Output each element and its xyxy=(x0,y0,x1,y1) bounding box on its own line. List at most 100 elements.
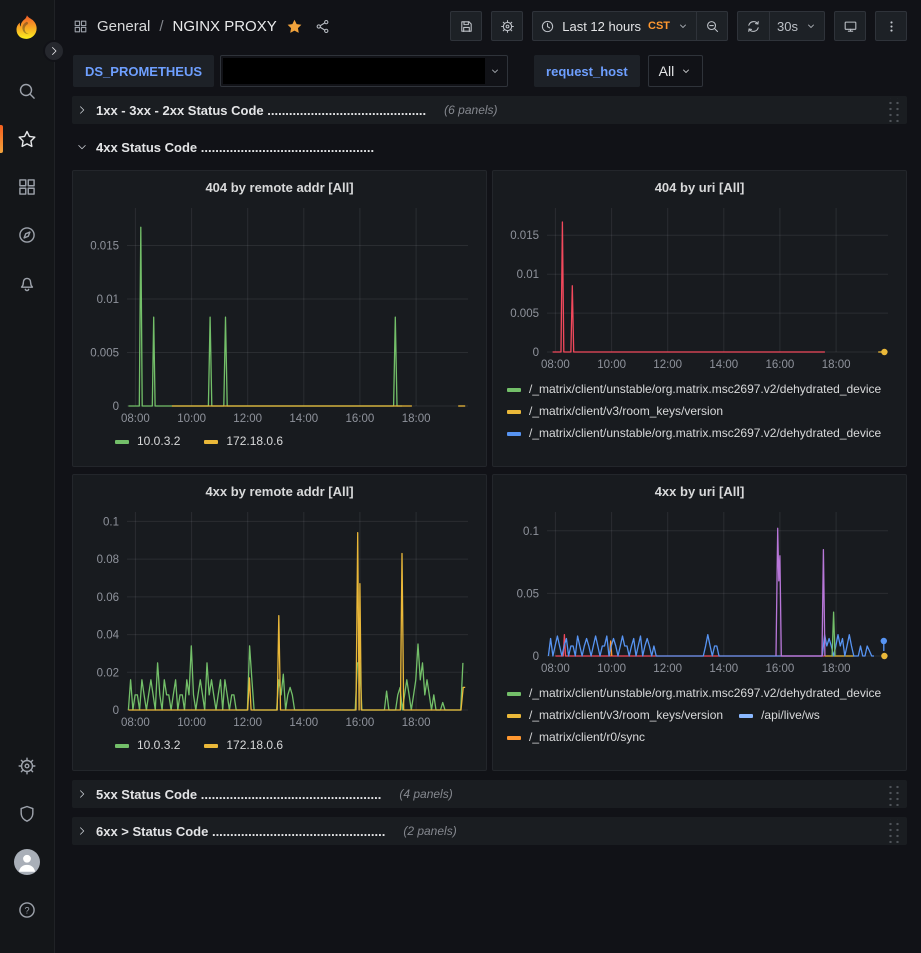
cycle-view-mode-button[interactable] xyxy=(834,11,866,41)
panel-title[interactable]: 4xx by uri [All] xyxy=(654,484,745,499)
timeseries-chart[interactable]: 0 0.005 0.01 0.015 08:00 10:00 12:00 14:00 16:00… xyxy=(501,196,898,374)
legend-item[interactable]: 172.18.0.6 xyxy=(204,736,283,755)
row-drag-handle[interactable] xyxy=(886,98,901,122)
row-title: 6xx > Status Code ......................… xyxy=(96,823,386,839)
row-title: 5xx Status Code ........................… xyxy=(96,786,382,802)
row-panel-count: (6 panels) xyxy=(444,103,498,117)
legend-item[interactable]: /_matrix/client/unstable/org.matrix.msc2… xyxy=(507,380,881,399)
panel-4xx-by-uri[interactable]: 4xx by uri [All] 0 0.05 0.1 08:00 10:00 12:00… xyxy=(492,474,907,771)
legend-item[interactable]: /api/live/ws xyxy=(739,706,820,725)
sidebar: ? xyxy=(0,0,65,953)
sidebar-expand-button[interactable] xyxy=(43,40,65,62)
svg-text:12:00: 12:00 xyxy=(233,717,262,729)
grafana-logo[interactable] xyxy=(0,12,55,42)
legend-item[interactable]: /_matrix/client/unstable/org.matrix.msc2… xyxy=(507,424,881,443)
clock-icon xyxy=(542,20,554,32)
main-area: General / NGINX PROXY xyxy=(55,0,921,953)
row-4xx[interactable]: 4xx Status Code ........................… xyxy=(72,133,907,161)
datasource-select[interactable] xyxy=(220,55,509,87)
legend-item[interactable]: /_matrix/client/v3/room_keys/version xyxy=(507,402,723,421)
chevron-down-icon xyxy=(76,141,88,153)
panel-legend: 10.0.3.2 172.18.0.6 xyxy=(81,428,478,451)
sidebar-item-server-admin[interactable] xyxy=(0,799,55,829)
favorite-star-icon[interactable] xyxy=(286,18,303,35)
breadcrumb-divider: / xyxy=(159,17,164,35)
row-5xx[interactable]: 5xx Status Code ........................… xyxy=(72,780,907,808)
dashboards-grid-icon[interactable] xyxy=(73,19,88,34)
legend-item[interactable]: /_matrix/client/unstable/org.matrix.msc2… xyxy=(507,750,881,752)
legend-item[interactable]: 172.18.0.6 xyxy=(204,432,283,451)
svg-text:0.005: 0.005 xyxy=(510,308,539,320)
svg-text:10:00: 10:00 xyxy=(177,717,206,729)
svg-text:0: 0 xyxy=(533,651,539,663)
timezone-label: CST xyxy=(648,20,671,32)
legend-item[interactable]: /sw.js xyxy=(739,446,790,448)
share-icon[interactable] xyxy=(315,19,330,34)
svg-text:0.01: 0.01 xyxy=(517,269,539,281)
sidebar-item-search[interactable] xyxy=(0,76,55,106)
svg-text:0.05: 0.05 xyxy=(517,588,539,600)
sidebar-item-starred[interactable] xyxy=(0,124,55,154)
panel-title[interactable]: 404 by uri [All] xyxy=(654,180,745,195)
svg-text:0.005: 0.005 xyxy=(90,348,119,360)
timeseries-chart[interactable]: 0 0.02 0.04 0.06 0.08 0.1 08:00 10:00 12:00 14:00… xyxy=(81,500,478,732)
time-range-picker[interactable]: Last 12 hours CST xyxy=(532,11,697,41)
legend-item[interactable]: /_matrix/client/v3/room_keys/version xyxy=(507,446,723,448)
svg-text:16:00: 16:00 xyxy=(346,413,375,425)
legend-item[interactable]: /_matrix/client/v3/room_keys/version xyxy=(507,706,723,725)
sidebar-item-explore[interactable] xyxy=(0,220,55,250)
row-1xx-3xx-2xx[interactable]: 1xx - 3xx - 2xx Status Code ............… xyxy=(72,96,907,124)
request-host-select[interactable]: All xyxy=(647,55,704,87)
request-host-label: request_host xyxy=(534,55,640,87)
panel-title[interactable]: 404 by remote addr [All] xyxy=(205,180,354,195)
shield-icon xyxy=(20,805,34,822)
sidebar-item-alerting[interactable] xyxy=(0,268,55,298)
panel-title[interactable]: 4xx by remote addr [All] xyxy=(205,484,354,499)
zoom-out-time-button[interactable] xyxy=(696,11,729,41)
row-title: 1xx - 3xx - 2xx Status Code ............… xyxy=(96,102,427,118)
chevron-down-icon xyxy=(683,69,690,73)
refresh-button[interactable] xyxy=(737,11,770,41)
legend-item[interactable]: 10.0.3.2 xyxy=(115,432,180,451)
variables-bar: DS_PROMETHEUS request_host All xyxy=(55,52,921,90)
svg-text:0.015: 0.015 xyxy=(510,230,539,242)
sidebar-item-dashboards[interactable] xyxy=(0,172,55,202)
time-range-label: Last 12 hours xyxy=(562,18,642,34)
panel-4xx-by-remote-addr[interactable]: 4xx by remote addr [All] 0 0.02 0.04 0.06 0.… xyxy=(72,474,487,771)
legend-item[interactable]: /_matrix/client/r0/sync xyxy=(507,728,645,747)
panel-grid: 404 by remote addr [All] 0 0.005 0.01 0.015… xyxy=(72,170,907,771)
svg-text:0.01: 0.01 xyxy=(97,294,119,306)
row-drag-handle[interactable] xyxy=(886,782,901,806)
timeseries-chart[interactable]: 0 0.005 0.01 0.015 08:00 10:00 12:00 14:00 16:00… xyxy=(81,196,478,428)
refresh-interval-picker[interactable]: 30s xyxy=(769,11,825,41)
avatar xyxy=(14,849,40,875)
breadcrumb-section[interactable]: General xyxy=(97,17,151,35)
svg-text:0.06: 0.06 xyxy=(97,592,119,604)
sidebar-item-configuration[interactable] xyxy=(0,751,55,781)
svg-text:0: 0 xyxy=(113,401,119,413)
dashboard-settings-button[interactable] xyxy=(491,11,524,41)
sidebar-item-help[interactable]: ? xyxy=(0,895,55,925)
dashboard-toolbar: Last 12 hours CST 30s xyxy=(450,11,907,41)
more-options-button[interactable] xyxy=(875,11,907,41)
legend-item[interactable]: 10.0.3.2 xyxy=(115,736,180,755)
request-host-value: All xyxy=(658,63,675,79)
search-minus-icon xyxy=(706,20,718,32)
row-6xx[interactable]: 6xx > Status Code ......................… xyxy=(72,817,907,845)
row-panel-count: (4 panels) xyxy=(399,787,453,801)
person-icon xyxy=(18,854,36,872)
panel-404-by-remote-addr[interactable]: 404 by remote addr [All] 0 0.005 0.01 0.015… xyxy=(72,170,487,467)
timeseries-chart[interactable]: 0 0.05 0.1 08:00 10:00 12:00 14:00 16:00 18:00 xyxy=(501,500,898,678)
legend-item[interactable]: /_matrix/client/unstable/org.matrix.msc2… xyxy=(507,684,881,703)
sidebar-item-profile[interactable] xyxy=(0,847,55,877)
refresh-interval-label: 30s xyxy=(777,18,798,34)
search-icon xyxy=(19,83,35,99)
dashboard-title[interactable]: NGINX PROXY xyxy=(172,17,277,35)
svg-text:16:00: 16:00 xyxy=(766,663,795,675)
save-dashboard-button[interactable] xyxy=(450,11,483,41)
row-drag-handle[interactable] xyxy=(886,819,901,843)
panel-404-by-uri[interactable]: 404 by uri [All] 0 0.005 0.01 0.015 08:00 10:… xyxy=(492,170,907,467)
refresh-icon xyxy=(748,20,759,32)
svg-text:0.02: 0.02 xyxy=(97,667,119,679)
